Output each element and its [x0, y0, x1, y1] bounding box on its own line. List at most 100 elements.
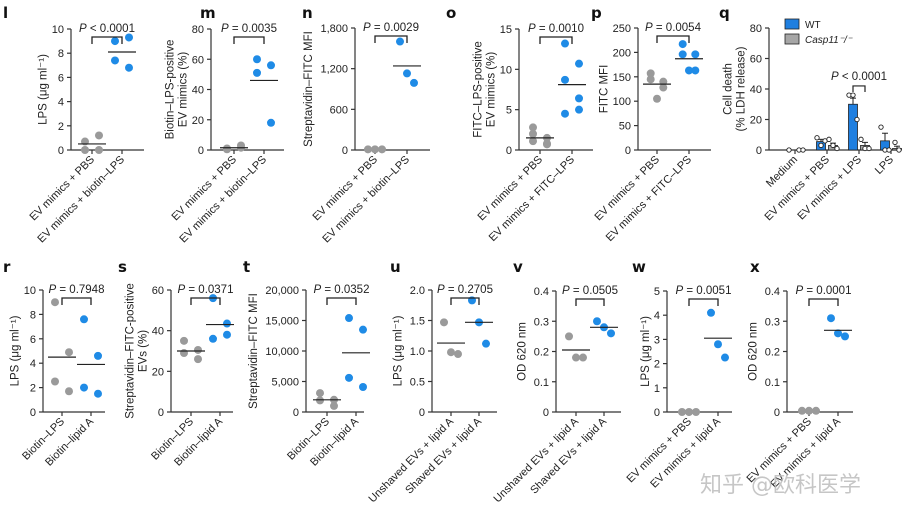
panel-letter: u	[390, 258, 401, 276]
data-point	[561, 39, 569, 48]
y-tick-label: 40	[750, 84, 762, 96]
data-point	[80, 315, 88, 324]
data-point	[316, 389, 324, 398]
y-tick-label: 100	[613, 96, 631, 108]
data-point	[403, 69, 411, 78]
data-point	[707, 308, 715, 317]
y-axis-title: EV mimics (%)	[178, 52, 190, 128]
panel-letter: t	[243, 258, 250, 276]
y-axis-title: OD 620 nm	[516, 322, 528, 381]
y-axis-title: FITC–LPS-positive	[473, 41, 485, 138]
data-point	[111, 56, 119, 65]
y-tick-label: 3	[654, 334, 660, 346]
p-symbol: P	[831, 71, 839, 83]
y-axis-title: OD 620 nm	[747, 322, 759, 381]
y-tick-label: 15,000	[265, 316, 299, 328]
p-symbol: P	[645, 22, 653, 34]
replicate-point	[878, 124, 884, 130]
y-tick-label: 6	[30, 334, 36, 346]
y-tick-label: 20	[152, 366, 164, 378]
panel-letter: v	[513, 258, 523, 276]
significance-bracket	[575, 298, 605, 306]
panel-s: s 0 20 40 60 Streptavidin–FITC-positive EVs (%…	[118, 258, 234, 469]
significance-bracket	[374, 35, 408, 43]
data-point	[561, 75, 569, 84]
data-point	[80, 383, 88, 392]
y-tick-label: 5	[506, 105, 512, 117]
y-tick-label: 60	[750, 54, 762, 66]
y-tick-label: 0	[774, 407, 780, 419]
significance-bracket	[688, 298, 719, 306]
data-point	[714, 340, 722, 349]
data-point	[94, 351, 102, 360]
p-value: = 0.0371	[185, 284, 233, 296]
y-tick-label: 20	[192, 115, 204, 127]
watermark-text: 知乎 @欧科医学	[700, 473, 861, 498]
significance-bracket	[852, 85, 866, 92]
y-tick-label: 0.2	[765, 347, 780, 359]
y-tick-label: 0.3	[765, 316, 780, 328]
y-tick-label: 250	[613, 23, 631, 35]
significance-bracket	[190, 297, 221, 305]
data-point	[111, 37, 119, 46]
y-tick-label: 1.5	[410, 316, 425, 328]
data-point	[345, 373, 353, 382]
y-axis-title: EVs (%)	[138, 330, 150, 372]
y-tick-label: 4	[58, 97, 64, 109]
data-point	[529, 123, 537, 132]
data-point	[180, 349, 188, 358]
data-point	[95, 131, 103, 140]
significance-bracket	[656, 35, 690, 43]
significance-bracket	[233, 36, 265, 44]
data-point	[447, 348, 455, 357]
data-point	[565, 332, 573, 341]
data-point	[359, 325, 367, 334]
y-tick-label: 40	[152, 326, 164, 338]
data-point	[267, 118, 275, 127]
p-value-label: P = 0.0035	[221, 23, 277, 35]
y-tick-label: 0.3	[534, 316, 549, 328]
y-tick-label: 0	[158, 407, 164, 419]
y-tick-label: 10	[500, 64, 512, 76]
panel-letter: p	[591, 4, 602, 22]
data-point	[194, 345, 202, 354]
y-axis-title: LPS (μg ml⁻¹)	[38, 54, 50, 125]
y-tick-label: 1	[654, 383, 660, 395]
p-value-label: P < 0.0001	[79, 23, 135, 35]
panel-letter: o	[446, 4, 456, 22]
data-point	[678, 408, 686, 416]
data-point	[579, 353, 587, 362]
y-axis-title: FITC MFI	[598, 65, 610, 114]
p-symbol: P	[49, 284, 57, 296]
data-point	[691, 66, 700, 75]
legend-label: Casp11⁻/⁻	[805, 35, 853, 46]
significance-bracket	[808, 298, 839, 306]
y-tick-label: 2	[30, 383, 36, 395]
p-value: = 0.7948	[56, 284, 104, 296]
p-value: = 0.0010	[536, 23, 584, 35]
data-point	[575, 59, 583, 68]
data-point	[659, 83, 668, 92]
y-tick-label: 0	[506, 145, 512, 157]
replicate-point	[818, 142, 824, 149]
legend-swatch	[784, 33, 800, 45]
p-value-label: P = 0.0029	[363, 22, 419, 34]
significance-bracket	[539, 36, 573, 44]
replicate-point	[786, 147, 792, 153]
y-tick-label: 10	[52, 24, 64, 36]
data-point	[223, 319, 231, 328]
p-symbol: P	[178, 284, 186, 296]
significance-bracket	[91, 36, 123, 44]
data-point	[721, 353, 729, 362]
data-point	[359, 382, 367, 391]
p-value: = 0.0352	[321, 284, 369, 296]
y-axis-title: Streptavidin–FITC MFI	[303, 31, 315, 147]
panel-letter: s	[118, 258, 127, 276]
y-tick-label: 2.0	[410, 285, 425, 297]
y-tick-label: 0	[419, 407, 425, 419]
y-tick-label: 20	[750, 115, 762, 127]
replicate-point	[892, 139, 898, 146]
